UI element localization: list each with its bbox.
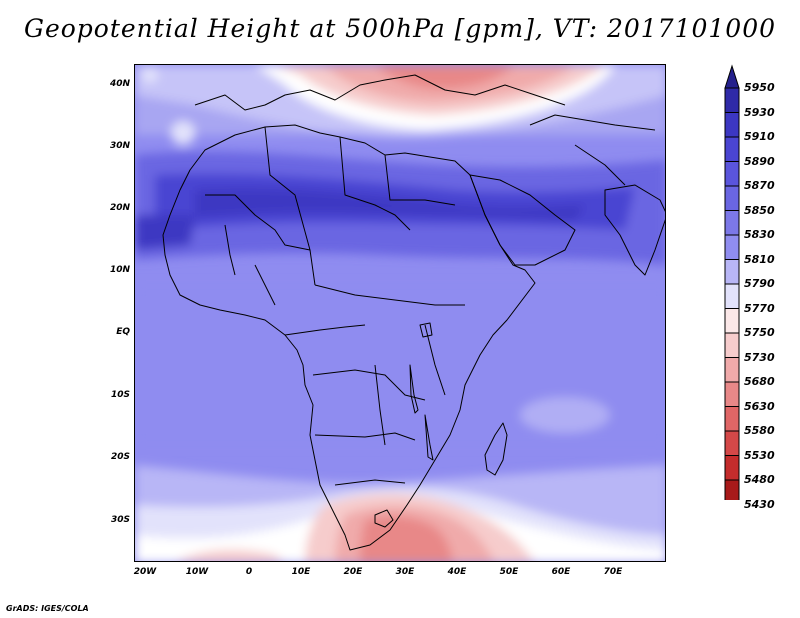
lat-label-10s: 10S	[110, 390, 130, 400]
colorbar-swatch	[724, 210, 740, 236]
colorbar-label: 5930	[744, 105, 775, 119]
colorbar-swatch	[724, 381, 740, 407]
colorbar-label: 5790	[744, 277, 775, 290]
colorbar-swatch	[724, 357, 740, 383]
colorbar-label: 5770	[744, 301, 775, 315]
lon-label-20e: 20E	[343, 567, 363, 577]
geopotential-height-field	[135, 65, 665, 561]
lon-label-50e: 50E	[499, 567, 519, 577]
colorbar-swatch	[724, 136, 740, 162]
colorbar-swatch	[724, 161, 740, 187]
colorbar-label: 5430	[744, 497, 775, 511]
lon-label-10w: 10W	[185, 567, 209, 577]
colorbar-swatch	[724, 479, 740, 500]
grads-credit: GrADS: IGES/COLA	[6, 604, 89, 613]
colorbar-swatch	[724, 308, 740, 334]
lat-label-20n: 20N	[109, 203, 130, 213]
colorbar-swatch	[724, 234, 740, 260]
lon-label-70e: 70E	[603, 567, 623, 577]
lat-label-30s: 30S	[110, 515, 130, 525]
lon-label-30e: 30E	[395, 567, 415, 577]
colorbar-label: 5910	[744, 130, 775, 143]
colorbar-swatch	[724, 430, 740, 456]
map-title: Geopotential Height at 500hPa [gpm], VT:…	[23, 14, 777, 43]
lat-label-40n: 40N	[109, 79, 130, 89]
colorbar-label: 5810	[744, 252, 775, 266]
colorbar-swatch	[724, 87, 740, 113]
colorbar-shapes	[724, 64, 740, 500]
lat-label-10n: 10N	[109, 265, 130, 275]
lon-label-20w: 20W	[133, 567, 157, 577]
colorbar-label: 5630	[744, 399, 775, 413]
colorbar-label: 5680	[744, 375, 775, 388]
colorbar-swatch	[724, 406, 740, 432]
lat-label-20s: 20S	[110, 452, 130, 462]
lat-label-eq: EQ	[116, 327, 130, 337]
colorbar-top-triangle	[724, 64, 740, 89]
lon-label-40e: 40E	[447, 567, 467, 577]
colorbar-label: 5580	[744, 424, 775, 437]
colorbar-label: 5950	[744, 81, 775, 94]
colorbar-label: 5750	[744, 326, 775, 339]
colorbar-swatch	[724, 332, 740, 358]
colorbar-label: 5830	[744, 228, 775, 241]
colorbar-label: 5850	[744, 203, 775, 217]
lon-label-10e: 10E	[291, 567, 311, 577]
colorbar-swatch	[724, 455, 740, 481]
colorbar-label: 5730	[744, 350, 775, 364]
colorbar-label: 5480	[744, 473, 775, 486]
colorbar-swatch	[724, 185, 740, 211]
colorbar-label: 5890	[744, 154, 775, 168]
colorbar-swatch	[724, 112, 740, 138]
colorbar-label: 5530	[744, 448, 775, 462]
colorbar-swatch	[724, 259, 740, 285]
lon-label-60e: 60E	[551, 567, 571, 577]
lat-label-30n: 30N	[109, 141, 130, 151]
coastlines	[162, 74, 665, 551]
lon-label-0: 0	[245, 567, 253, 577]
colorbar-label: 5870	[744, 179, 775, 192]
map-plot-area	[134, 64, 666, 562]
colorbar-swatch	[724, 283, 740, 309]
